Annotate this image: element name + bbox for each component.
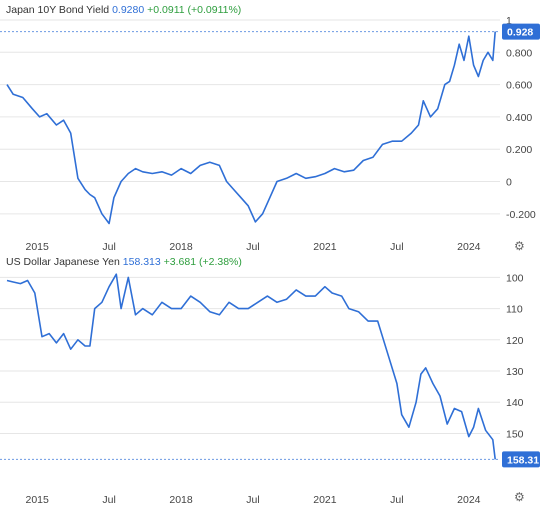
y-tick-label: 110 xyxy=(506,304,523,316)
x-tick-label: 2021 xyxy=(313,241,337,253)
series-name: Japan 10Y Bond Yield xyxy=(6,4,110,16)
series-price: 0.9280 xyxy=(112,4,145,16)
x-tick-label: Jul xyxy=(390,494,403,506)
x-tick-label: Jul xyxy=(102,241,115,253)
y-tick-label: -0.200 xyxy=(506,209,536,221)
series-name: US Dollar Japanese Yen xyxy=(6,256,120,268)
x-tick-label: 2015 xyxy=(25,494,49,506)
y-tick-label: 0.400 xyxy=(506,112,532,124)
series-change: +0.0911 (+0.0911%) xyxy=(147,4,242,16)
x-tick-label: Jul xyxy=(246,241,259,253)
chart-usdjpy[interactable]: 100 110 120 130 140 150 2015 Jul 2018 Jul 2021 Jul 2… xyxy=(0,272,540,506)
y-tick-label: 0.800 xyxy=(506,47,532,59)
y-tick-label: 120 xyxy=(506,335,524,347)
y-tick-label: 140 xyxy=(506,397,524,409)
legend-usdjpy: US Dollar Japanese Yen 158.313 +3.681 (+… xyxy=(6,256,242,268)
y-tick-label: 1 xyxy=(506,15,512,27)
legend-jgb: Japan 10Y Bond Yield 0.9280 +0.0911 (+0.… xyxy=(6,4,241,16)
y-tick-label: 130 xyxy=(506,366,524,378)
x-tick-label: 2018 xyxy=(169,241,193,253)
gear-icon[interactable]: ⚙ xyxy=(514,490,525,504)
series-price: 158.313 xyxy=(122,256,161,268)
series-line xyxy=(6,273,496,460)
chart-jgb-yield[interactable]: 1 0.800 0.600 0.400 0.200 0 -0.200 2015 Jul 2018 J… xyxy=(0,15,540,253)
x-tick-label: Jul xyxy=(390,241,403,253)
x-tick-label: 2021 xyxy=(313,494,337,506)
x-tick-label: 2024 xyxy=(457,494,481,506)
last-value-badge xyxy=(502,451,540,468)
series-change: +3.681 (+2.38%) xyxy=(163,256,242,268)
y-tick-label: 0.200 xyxy=(506,144,532,156)
last-value-label: 0.928 xyxy=(507,27,533,39)
x-tick-label: 2018 xyxy=(169,494,193,506)
y-tick-label: 0.600 xyxy=(506,80,532,92)
x-tick-label: 2024 xyxy=(457,241,481,253)
last-value-label: 158.31 xyxy=(507,454,539,466)
x-tick-label: 2015 xyxy=(25,241,49,253)
y-tick-label: 0 xyxy=(506,177,512,189)
x-tick-label: Jul xyxy=(102,494,115,506)
last-value-badge xyxy=(502,23,540,40)
y-tick-label: 100 xyxy=(506,272,524,284)
series-line xyxy=(6,31,496,225)
x-tick-label: Jul xyxy=(246,494,259,506)
y-tick-label: 150 xyxy=(506,428,524,440)
gear-icon[interactable]: ⚙ xyxy=(514,239,525,253)
